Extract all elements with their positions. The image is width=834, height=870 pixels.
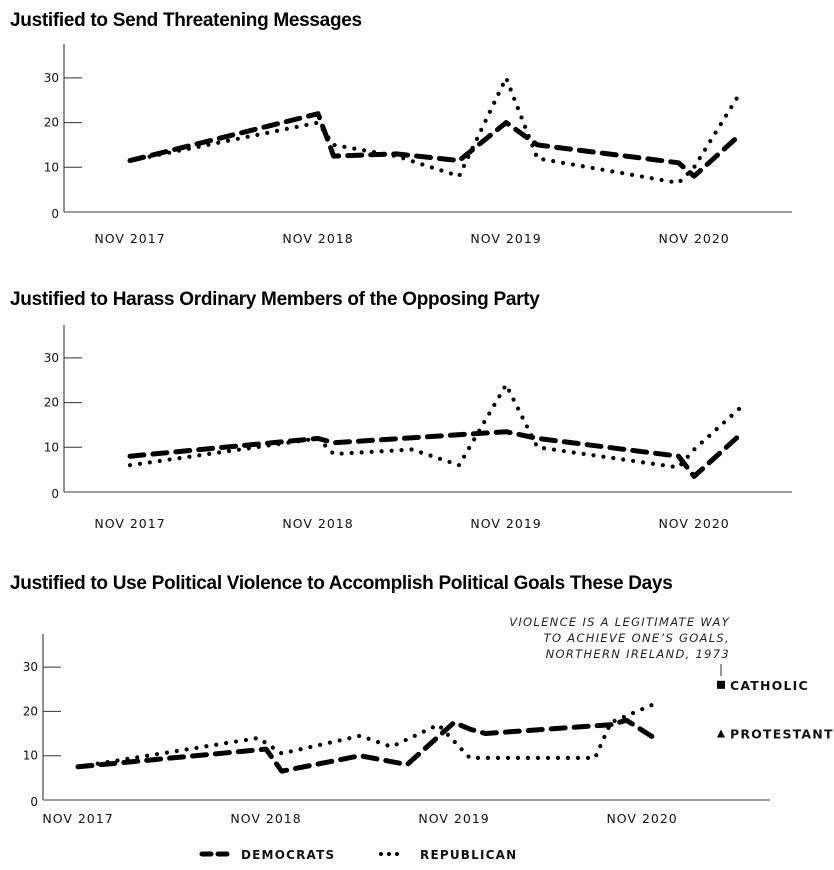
northern-ireland-annotation: VIOLENCE IS A LEGITIMATE WAY TO ACHIEVE … xyxy=(509,615,730,676)
x-tick-label: NOV 2019 xyxy=(470,231,541,246)
chart-harass-members: 0 10 20 30 NOV 2017 NOV 2018 NOV 2019 NOV 2020 xyxy=(44,325,792,531)
annotation-line-1: VIOLENCE IS A LEGITIMATE WAY xyxy=(509,615,730,629)
y-tick-label: 0 xyxy=(51,487,59,501)
legend-item-republican: REPUBLICAN xyxy=(379,848,517,862)
x-tick-label: NOV 2018 xyxy=(282,231,353,246)
series-line-democrats xyxy=(127,111,744,179)
reference-catholic: CATHOLIC xyxy=(717,678,809,693)
legend-label-republican: REPUBLICAN xyxy=(420,848,517,862)
y-tick-label: 30 xyxy=(23,660,38,674)
y-tick-label: 30 xyxy=(44,351,59,365)
series-line-republican xyxy=(127,75,744,185)
chart-threatening-messages: 0 10 20 30 NOV 2017 NOV 2018 NOV 2019 NOV 2020 xyxy=(44,44,792,246)
y-tick-label: 0 xyxy=(51,207,59,221)
y-tick-label: 10 xyxy=(44,440,59,454)
y-tick-label: 20 xyxy=(23,704,38,718)
chart-3-title: Justified to Use Political Violence to A… xyxy=(10,573,673,594)
catholic-square-marker xyxy=(717,680,725,689)
x-tick-label: NOV 2017 xyxy=(42,811,113,826)
x-tick-label: NOV 2020 xyxy=(658,516,729,531)
series-line-democrats xyxy=(127,429,744,479)
y-tick-label: 10 xyxy=(23,749,38,763)
x-tick-label: NOV 2018 xyxy=(282,516,353,531)
annotation-line-3: NORTHERN IRELAND, 1973 xyxy=(546,647,730,661)
protestant-label: PROTESTANT xyxy=(730,727,834,742)
chart-2-title: Justified to Harass Ordinary Members of … xyxy=(10,289,540,310)
x-tick-label: NOV 2017 xyxy=(94,231,165,246)
y-tick-label: 20 xyxy=(44,116,59,130)
series-line-republican xyxy=(75,700,660,769)
annotation-line-2: TO ACHIEVE ONE’S GOALS, xyxy=(544,631,730,645)
legend-label-democrats: DEMOCRATS xyxy=(241,848,335,862)
legend: DEMOCRATS REPUBLICAN xyxy=(199,848,517,862)
x-tick-label: NOV 2019 xyxy=(418,811,489,826)
legend-item-democrats: DEMOCRATS xyxy=(199,848,335,862)
y-tick-label: 30 xyxy=(44,71,59,85)
x-tick-label: NOV 2020 xyxy=(606,811,677,826)
series-line-republican xyxy=(127,382,744,470)
y-tick-label: 20 xyxy=(44,396,59,410)
y-tick-label: 10 xyxy=(44,160,59,174)
series-line-democrats xyxy=(75,717,661,774)
y-tick-label: 0 xyxy=(30,795,38,809)
protestant-triangle-marker xyxy=(717,729,725,738)
x-tick-label: NOV 2020 xyxy=(658,231,729,246)
x-tick-label: NOV 2019 xyxy=(470,516,541,531)
chart-1-title: Justified to Send Threatening Messages xyxy=(10,10,362,31)
reference-protestant: PROTESTANT xyxy=(717,727,834,742)
x-tick-label: NOV 2017 xyxy=(94,516,165,531)
chart-political-violence: 0 10 20 30 NOV 2017 NOV 2018 NOV 2019 NOV 2020 xyxy=(23,634,770,826)
catholic-label: CATHOLIC xyxy=(730,678,809,693)
x-tick-label: NOV 2018 xyxy=(230,811,301,826)
